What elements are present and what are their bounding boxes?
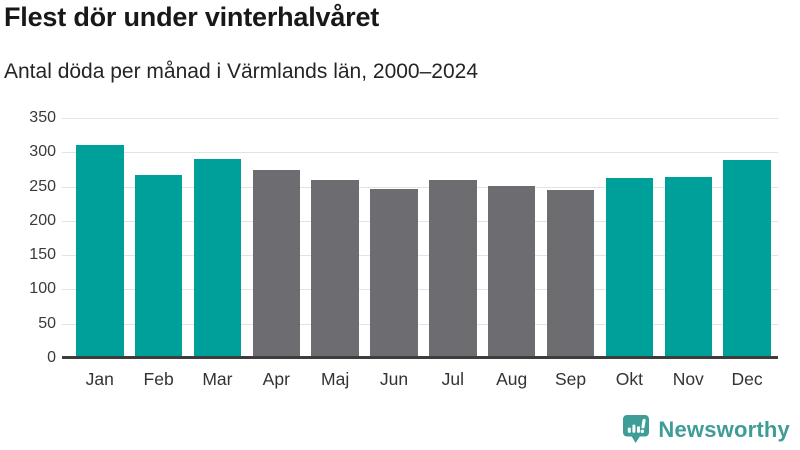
x-axis-label-maj: Maj	[321, 369, 350, 389]
x-axis-label-sep: Sep	[554, 369, 587, 389]
x-axis-label-jun: Jun	[379, 369, 409, 389]
x-axis-label-aug: Aug	[496, 369, 528, 389]
x-axis-label-nov: Nov	[672, 369, 704, 389]
y-axis-label-300: 300	[29, 143, 56, 161]
y-axis-label-350: 350	[29, 109, 56, 126]
bar-sep	[546, 190, 595, 358]
chart-title: Flest dör under vinterhalvåret	[4, 2, 380, 32]
gridline-300	[62, 152, 778, 154]
x-axis-label-jul: Jul	[441, 369, 465, 389]
x-axis-label-apr: Apr	[262, 369, 290, 389]
newsworthy-wordmark: Newsworthy	[658, 416, 790, 442]
bar-jan	[76, 145, 124, 358]
x-axis-label-feb: Feb	[143, 369, 174, 389]
bar-jul	[429, 180, 477, 358]
bar-nov	[664, 176, 712, 358]
newsworthy-logo[interactable]: Newsworthy	[622, 414, 790, 445]
x-axis-line	[62, 356, 778, 359]
bar-jun	[370, 188, 418, 358]
bar-apr	[252, 170, 301, 358]
newsworthy-icon	[623, 415, 650, 443]
gridline-100	[62, 289, 778, 291]
x-axis-label-okt: Okt	[615, 369, 643, 389]
y-axis-label-150: 150	[29, 246, 56, 264]
bar-okt	[605, 177, 654, 358]
bar-mar	[193, 159, 242, 358]
gridline-350	[62, 118, 778, 119]
y-axis-label-250: 250	[29, 177, 56, 195]
x-axis-label-jan: Jan	[85, 369, 114, 389]
y-axis-label-0: 0	[47, 349, 56, 366]
gridline-200	[62, 220, 778, 222]
bar-dec	[723, 159, 771, 358]
y-axis-label-200: 200	[29, 211, 56, 229]
chart-subtitle: Antal döda per månad i Värmlands län, 20…	[4, 60, 478, 83]
y-axis-label-100: 100	[29, 280, 56, 298]
gridline-250	[62, 186, 778, 188]
bar-aug	[487, 185, 536, 358]
gridline-50	[62, 323, 778, 325]
bar-feb	[134, 174, 183, 358]
x-axis-label-mar: Mar	[202, 369, 233, 389]
y-axis-label-50: 50	[38, 314, 56, 332]
bar-maj	[311, 180, 359, 358]
gridline-150	[62, 255, 778, 257]
x-axis-label-dec: Dec	[731, 369, 763, 389]
